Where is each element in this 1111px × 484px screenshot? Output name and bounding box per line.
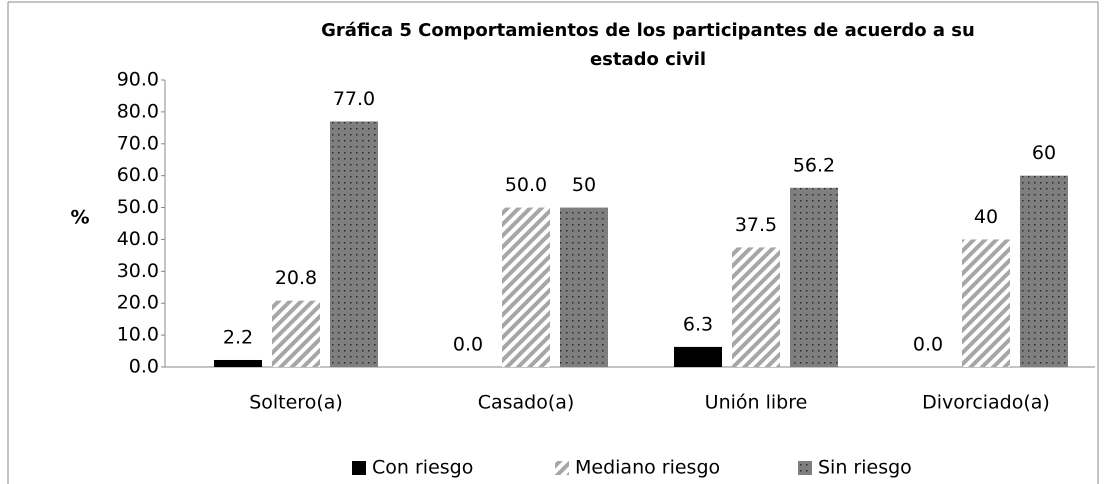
value-label: 0.0	[453, 334, 483, 356]
bar	[732, 247, 780, 367]
y-tick-label: 90.0	[117, 69, 159, 91]
y-tick-label: 60.0	[117, 164, 159, 186]
y-tick-label: 10.0	[117, 324, 159, 346]
y-tick-label: 70.0	[117, 132, 159, 154]
y-tick-label: 30.0	[117, 260, 159, 282]
value-label: 50	[572, 174, 596, 196]
bar	[330, 121, 378, 367]
legend-label: Mediano riesgo	[575, 457, 720, 479]
bar	[502, 207, 550, 367]
x-tick-label: Casado(a)	[478, 392, 575, 414]
legend-swatch	[352, 461, 366, 475]
value-label: 40	[974, 206, 998, 228]
value-label: 60	[1032, 142, 1056, 164]
bar	[674, 346, 722, 367]
value-label: 37.5	[735, 214, 777, 236]
legend-swatch	[798, 461, 812, 475]
y-tick-label: 0.0	[129, 356, 159, 378]
value-label: 6.3	[683, 313, 713, 335]
legend-label: Con riesgo	[372, 457, 473, 479]
bar	[962, 239, 1010, 367]
bar	[272, 300, 320, 367]
y-tick-label: 50.0	[117, 196, 159, 218]
x-tick-label: Divorciado(a)	[922, 392, 1050, 414]
x-tick-label: Soltero(a)	[249, 392, 343, 414]
value-label: 77.0	[333, 88, 375, 110]
value-label: 50.0	[505, 174, 547, 196]
legend-swatch	[555, 461, 569, 475]
chart-title: Gráfica 5 Comportamientos de los partici…	[321, 20, 975, 41]
x-tick-label: Unión libre	[705, 392, 808, 414]
y-axis-label: %	[70, 207, 89, 229]
value-label: 2.2	[223, 326, 253, 348]
chart-title: estado civil	[590, 49, 706, 70]
value-label: 56.2	[793, 154, 835, 176]
bar	[560, 207, 608, 367]
bar	[214, 359, 262, 367]
value-label: 20.8	[275, 267, 317, 289]
y-tick-label: 20.0	[117, 292, 159, 314]
legend-label: Sin riesgo	[818, 457, 912, 479]
bar	[790, 187, 838, 367]
bar	[1020, 175, 1068, 367]
y-tick-label: 80.0	[117, 100, 159, 122]
frame	[7, 1, 1099, 484]
value-label: 0.0	[913, 334, 943, 356]
y-tick-label: 40.0	[117, 228, 159, 250]
